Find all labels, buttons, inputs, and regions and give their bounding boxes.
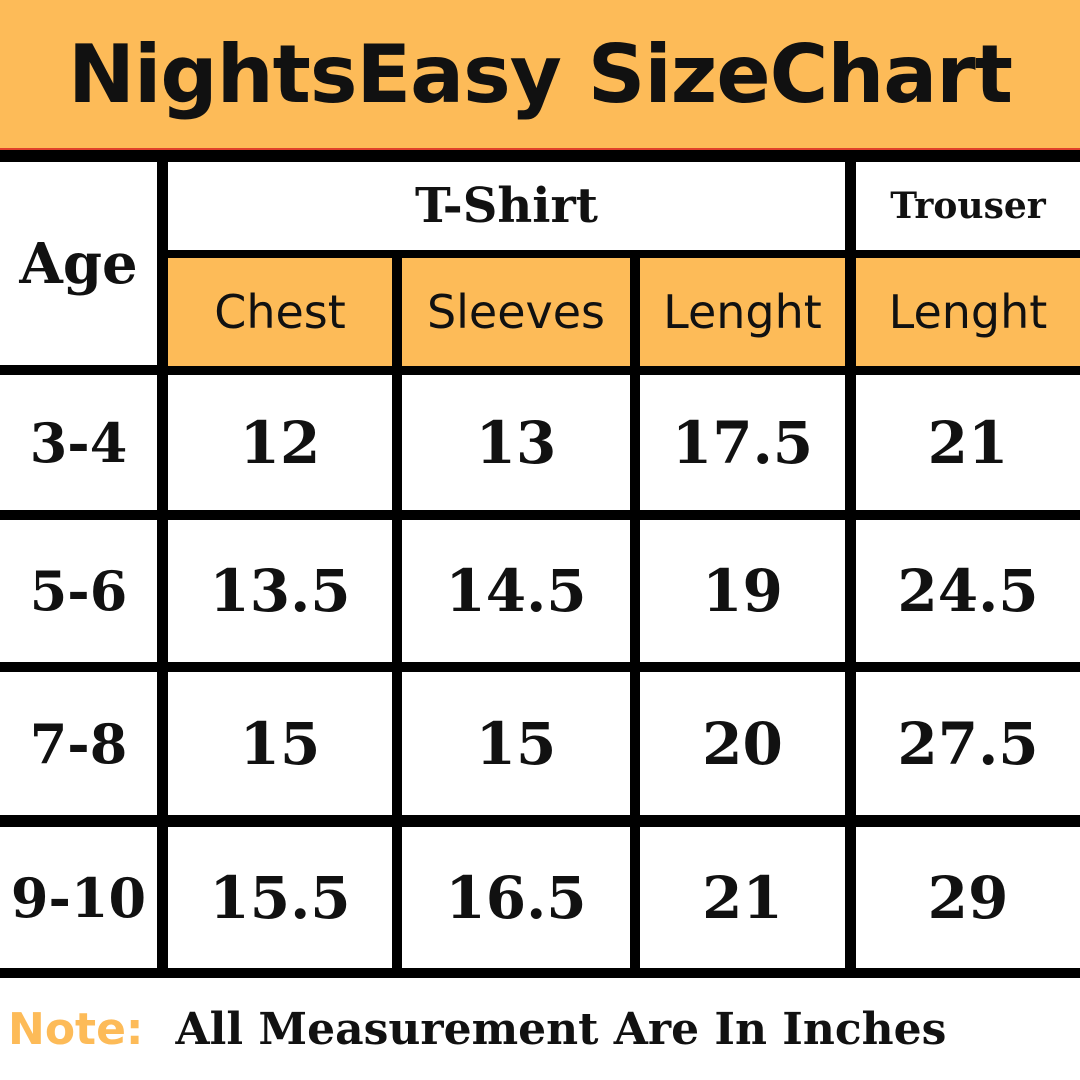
note-label: Note:	[8, 1003, 144, 1055]
cell-chest: 15	[168, 672, 392, 815]
cell-chest: 13.5	[168, 520, 392, 662]
cell-tshirt-length: 17.5	[640, 375, 845, 510]
cell-age: 5-6	[0, 520, 157, 662]
column-header-chest: Chest	[168, 258, 392, 366]
column-header-trouser-length: Lenght	[856, 258, 1080, 366]
cell-chest: 12	[168, 375, 392, 510]
cell-sleeves: 16.5	[402, 827, 630, 968]
column-header-sleeves: Sleeves	[402, 258, 630, 366]
age-header: Age	[0, 162, 157, 365]
cell-age: 7-8	[0, 672, 157, 815]
cell-trouser-length: 27.5	[856, 672, 1080, 815]
cell-age: 9-10	[0, 827, 157, 968]
note-text: All Measurement Are In Inches	[175, 1003, 947, 1055]
cell-trouser-length: 21	[856, 375, 1080, 510]
cell-trouser-length: 24.5	[856, 520, 1080, 662]
column-header-tshirt-length: Lenght	[640, 258, 845, 366]
cell-sleeves: 14.5	[402, 520, 630, 662]
cell-sleeves: 15	[402, 672, 630, 815]
cell-age: 3-4	[0, 375, 157, 510]
cell-tshirt-length: 20	[640, 672, 845, 815]
cell-chest: 15.5	[168, 827, 392, 968]
chart-title: NightsEasy SizeChart	[0, 0, 1080, 150]
footer-note: Note: All Measurement Are In Inches	[0, 978, 1080, 1080]
trouser-header: Trouser	[856, 162, 1080, 250]
cell-sleeves: 13	[402, 375, 630, 510]
tshirt-header: T-Shirt	[168, 162, 845, 250]
cell-trouser-length: 29	[856, 827, 1080, 968]
cell-tshirt-length: 21	[640, 827, 845, 968]
cell-tshirt-length: 19	[640, 520, 845, 662]
